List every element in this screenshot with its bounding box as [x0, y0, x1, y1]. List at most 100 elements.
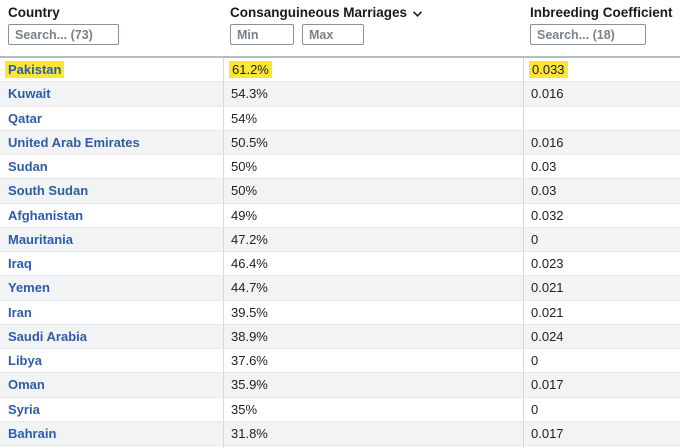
country-link[interactable]: Syria	[8, 401, 40, 417]
table-row: Qatar 54%	[0, 106, 680, 131]
marriages-value: 61.2%	[229, 61, 272, 79]
marriages-cell: 35%	[223, 397, 523, 421]
table-row: South Sudan 50% 0.03	[0, 179, 680, 204]
country-link[interactable]: Oman	[8, 377, 45, 393]
marriages-value: 50.5%	[231, 134, 268, 150]
empty-cell	[223, 446, 523, 448]
country-cell: Oman	[0, 373, 223, 396]
country-link[interactable]: Afghanistan	[8, 207, 84, 223]
country-link[interactable]: Saudi Arabia	[8, 328, 87, 344]
sort-chevron-down-icon	[412, 10, 423, 18]
country-cell: Pakistan	[0, 58, 223, 81]
coefficient-value: 0	[531, 231, 539, 247]
column-consanguineous-marriages: Consanguineous Marriages	[223, 0, 523, 56]
coefficient-cell: 0.021	[523, 300, 680, 324]
marriages-cell: 50.5%	[223, 130, 523, 154]
table-body: Pakistan 61.2% 0.033 Kuwait 54.3% 0.016 Qatar 5…	[0, 56, 680, 448]
table-row: Yemen 44.7% 0.021	[0, 276, 680, 301]
coefficient-value: 0.032	[531, 207, 564, 223]
marriages-cell: 39.5%	[223, 300, 523, 324]
marriages-max-input[interactable]	[302, 24, 364, 45]
table-row: Afghanistan 49% 0.032	[0, 203, 680, 228]
coefficient-cell: 0.016	[523, 130, 680, 154]
marriages-value: 47.2%	[231, 231, 268, 247]
country-cell: Mauritania	[0, 228, 223, 251]
country-cell: United Arab Emirates	[0, 131, 223, 154]
country-cell: South Sudan	[0, 179, 223, 202]
coefficient-value: 0.016	[531, 134, 564, 150]
column-inbreeding-coefficient: Inbreeding Coefficient	[523, 0, 680, 56]
marriages-cell: 47.2%	[223, 227, 523, 251]
country-link[interactable]: Iraq	[8, 256, 32, 272]
table-row: Libya 37.6% 0	[0, 349, 680, 374]
country-search-input[interactable]	[8, 24, 119, 45]
marriages-cell: 38.9%	[223, 324, 523, 348]
country-link[interactable]: Yemen	[8, 280, 50, 296]
country-link[interactable]: Mauritania	[8, 231, 74, 247]
country-link[interactable]: Libya	[8, 353, 42, 369]
coefficient-value: 0.033	[529, 61, 568, 79]
country-link[interactable]: Iran	[8, 304, 32, 320]
coefficient-value: 0.017	[531, 377, 564, 393]
coefficient-value: 0	[531, 353, 539, 369]
column-country: Country	[0, 0, 223, 56]
coefficient-value: 0	[531, 401, 539, 417]
marriages-value: 37.6%	[231, 353, 268, 369]
marriages-cell: 35.9%	[223, 373, 523, 397]
column-header-country[interactable]: Country	[8, 4, 223, 21]
coefficient-value: 0.021	[531, 304, 564, 320]
country-link[interactable]: United Arab Emirates	[8, 134, 140, 150]
column-header-country-label: Country	[8, 5, 60, 20]
marriages-cell: 50%	[223, 179, 523, 203]
country-cell: Qatar	[0, 107, 223, 130]
country-link[interactable]: Qatar	[8, 110, 42, 126]
coefficient-value: 0.023	[531, 256, 564, 272]
table-row-partial	[0, 446, 680, 448]
table-row: Pakistan 61.2% 0.033	[0, 58, 680, 83]
marriages-cell: 61.2%	[223, 58, 523, 82]
column-header-inbreeding-coefficient[interactable]: Inbreeding Coefficient	[530, 4, 680, 21]
country-link[interactable]: Kuwait	[8, 86, 51, 102]
country-cell: Iraq	[0, 252, 223, 275]
coefficient-cell: 0.021	[523, 276, 680, 300]
country-cell: Saudi Arabia	[0, 325, 223, 348]
table-row: Kuwait 54.3% 0.016	[0, 82, 680, 107]
coefficient-cell	[523, 106, 680, 130]
coefficient-cell: 0.03	[523, 179, 680, 203]
marriages-value: 39.5%	[231, 304, 268, 320]
marriages-value: 50%	[231, 159, 258, 175]
coefficient-cell: 0	[523, 397, 680, 421]
marriages-cell: 37.6%	[223, 349, 523, 373]
country-link[interactable]: Bahrain	[8, 425, 57, 441]
marriages-min-input[interactable]	[230, 24, 294, 45]
coefficient-value: 0.021	[531, 280, 564, 296]
marriages-cell: 49%	[223, 203, 523, 227]
country-cell: Syria	[0, 398, 223, 421]
table-row: Syria 35% 0	[0, 397, 680, 422]
table-row: Iraq 46.4% 0.023	[0, 252, 680, 277]
country-cell: Kuwait	[0, 82, 223, 105]
coefficient-cell: 0.033	[523, 58, 680, 82]
country-link[interactable]: Pakistan	[5, 61, 65, 79]
marriages-value: 35%	[231, 401, 258, 417]
coefficient-cell: 0.017	[523, 373, 680, 397]
marriages-value: 44.7%	[231, 280, 268, 296]
marriages-value: 54.3%	[231, 86, 268, 102]
country-cell: Afghanistan	[0, 204, 223, 227]
column-header-inbreeding-coefficient-label: Inbreeding Coefficient	[530, 5, 673, 20]
country-cell: Yemen	[0, 276, 223, 299]
country-link[interactable]: South Sudan	[8, 183, 89, 199]
column-header-consanguineous-marriages-label: Consanguineous Marriages	[230, 5, 408, 20]
country-cell: Sudan	[0, 155, 223, 178]
coefficient-search-input[interactable]	[530, 24, 646, 45]
marriages-cell: 54.3%	[223, 82, 523, 106]
marriages-cell: 44.7%	[223, 276, 523, 300]
column-header-consanguineous-marriages[interactable]: Consanguineous Marriages	[230, 4, 523, 21]
coefficient-cell: 0.017	[523, 421, 680, 445]
country-link[interactable]: Sudan	[8, 159, 48, 175]
coefficient-value: 0.024	[531, 328, 564, 344]
table-header: Country Consanguineous Marriages Inbreed…	[0, 0, 680, 56]
coefficient-value: 0.03	[531, 159, 557, 175]
coefficient-cell: 0.024	[523, 324, 680, 348]
